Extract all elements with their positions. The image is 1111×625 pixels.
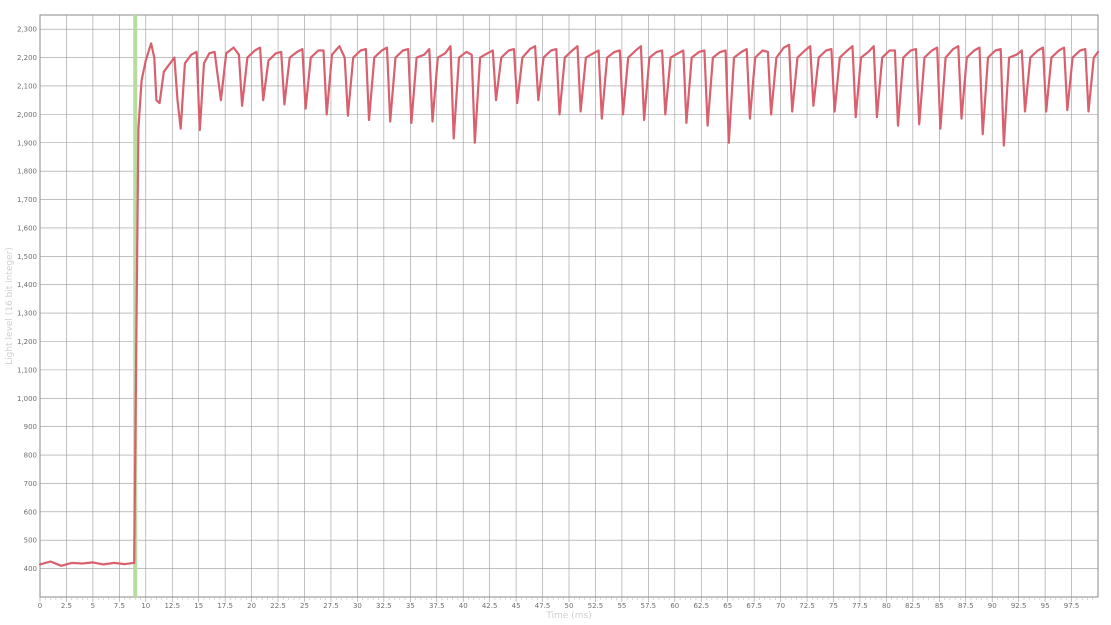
y-tick-label: 2,200 [17, 54, 37, 62]
x-tick-label: 70 [776, 602, 785, 610]
x-tick-label: 67.5 [746, 602, 762, 610]
x-tick-label: 65 [723, 602, 732, 610]
y-tick-label: 2,100 [17, 82, 37, 90]
y-tick-label: 500 [24, 537, 37, 545]
y-tick-label: 1,800 [17, 168, 37, 176]
x-tick-label: 85 [935, 602, 944, 610]
x-tick-label: 40 [459, 602, 468, 610]
x-tick-label: 15 [194, 602, 203, 610]
x-tick-label: 5 [91, 602, 95, 610]
y-tick-label: 600 [24, 508, 37, 516]
y-tick-label: 1,000 [17, 395, 37, 403]
y-tick-label: 900 [24, 423, 37, 431]
x-tick-label: 92.5 [1011, 602, 1027, 610]
data-series [38, 42, 1100, 567]
x-tick-label: 75 [829, 602, 838, 610]
x-tick-label: 57.5 [641, 602, 657, 610]
x-tick-label: 52.5 [588, 602, 604, 610]
x-tick-label: 77.5 [852, 602, 868, 610]
x-axis-title: Time (ms) [545, 611, 591, 621]
y-tick-label: 1,300 [17, 310, 37, 318]
x-tick-label: 62.5 [693, 602, 709, 610]
x-tick-label: 95 [1041, 602, 1050, 610]
x-tick-label: 60 [670, 602, 679, 610]
x-tick-label: 22.5 [270, 602, 286, 610]
x-tick-label: 45 [512, 602, 521, 610]
y-tick-label: 2,300 [17, 26, 37, 34]
y-tick-label: 2,000 [17, 111, 37, 119]
x-tick-label: 2.5 [61, 602, 72, 610]
x-tick-label: 97.5 [1064, 602, 1080, 610]
x-tick-label: 10 [141, 602, 150, 610]
x-tick-label: 35 [406, 602, 415, 610]
x-tick-label: 37.5 [429, 602, 445, 610]
y-tick-label: 800 [24, 452, 37, 460]
x-axis: 0 2.5 5 7.5 10 12.5 15 17.5 20 22.5 25 27.5 30 32.5 35… [38, 597, 1094, 610]
x-tick-label: 55 [617, 602, 626, 610]
y-tick-label: 700 [24, 480, 37, 488]
y-tick-label: 1,500 [17, 253, 37, 261]
x-tick-label: 80 [882, 602, 891, 610]
y-tick-label: 400 [24, 565, 37, 573]
y-tick-label: 1,900 [17, 139, 37, 147]
y-tick-label: 1,200 [17, 338, 37, 346]
x-tick-label: 20 [247, 602, 256, 610]
y-tick-label: 1,400 [17, 281, 37, 289]
series-line [38, 42, 1100, 567]
y-axis: 400 500 600 700 800 900 1,000 1,100 1,200 1,300 1,… [17, 26, 37, 573]
x-tick-label: 32.5 [376, 602, 392, 610]
y-tick-label: 1,100 [17, 366, 37, 374]
y-tick-label: 1,600 [17, 224, 37, 232]
x-tick-label: 0 [38, 602, 42, 610]
x-tick-label: 50 [565, 602, 574, 610]
x-tick-label: 17.5 [217, 602, 233, 610]
trigger-marker [133, 15, 138, 597]
x-tick-label: 12.5 [164, 602, 180, 610]
x-tick-label: 87.5 [958, 602, 974, 610]
x-tick-label: 7.5 [114, 602, 125, 610]
x-tick-label: 82.5 [905, 602, 921, 610]
x-tick-label: 42.5 [482, 602, 498, 610]
x-tick-label: 72.5 [799, 602, 815, 610]
x-tick-label: 25 [300, 602, 309, 610]
x-tick-label: 47.5 [535, 602, 551, 610]
x-tick-label: 30 [353, 602, 362, 610]
x-tick-label: 27.5 [323, 602, 339, 610]
x-tick-label: 90 [988, 602, 997, 610]
y-axis-title: Light level (16 bit integer) [5, 247, 15, 365]
y-tick-label: 1,700 [17, 196, 37, 204]
